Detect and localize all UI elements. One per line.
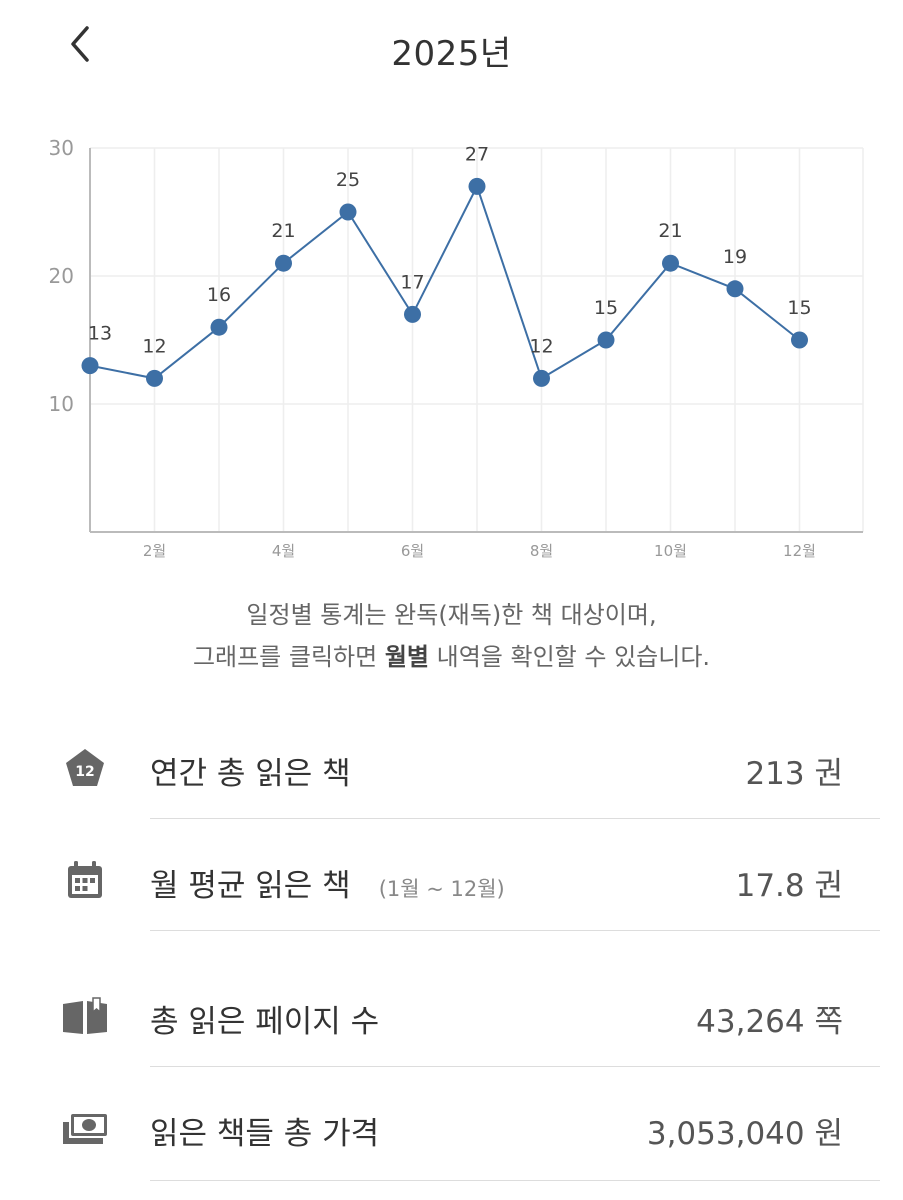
data-label: 16	[207, 284, 231, 306]
notice-line-1: 일정별 통계는 완독(재독)한 책 대상이며,	[246, 601, 657, 629]
data-label: 21	[658, 220, 682, 242]
y-tick-label: 20	[49, 264, 74, 288]
notice-line-2: 그래프를 클릭하면 월별 내역을 확인할 수 있습니다.	[0, 636, 903, 678]
stat-row-total-price: 읽은 책들 총 가격 3,053,040 원	[0, 1072, 903, 1184]
pentagon-badge-icon: 12	[57, 740, 113, 796]
notice-bold-monthly: 월별	[384, 643, 430, 671]
x-tick-label: 2월	[143, 542, 166, 560]
divider	[150, 1180, 880, 1181]
stat-label: 읽은 책들 총 가격	[150, 1116, 380, 1152]
data-label: 12	[529, 335, 553, 357]
data-label: 15	[787, 297, 811, 319]
divider	[150, 1066, 880, 1067]
chart-notice: 일정별 통계는 완독(재독)한 책 대상이며, 그래프를 클릭하면 월별 내역을…	[0, 594, 903, 678]
data-label: 15	[594, 297, 618, 319]
y-tick-label: 10	[49, 392, 74, 416]
data-point	[146, 369, 163, 387]
monthly-reading-chart[interactable]: 10 20 30 2월 4월 6월 8월 10월 12월 13 12 16 21 25 17 27 12 15 21…	[0, 130, 903, 570]
data-point	[339, 203, 357, 221]
stat-value: 3,053,040 원	[646, 1116, 843, 1152]
data-label: 13	[88, 323, 112, 345]
divider	[150, 930, 880, 931]
data-point	[81, 357, 99, 375]
page-title: 2025년	[391, 34, 512, 74]
stat-row-monthly-average: 월 평균 읽은 책 (1월 ~ 12월) 17.8 권	[0, 824, 903, 936]
back-button[interactable]	[50, 14, 110, 74]
data-point	[597, 331, 615, 349]
data-point	[210, 318, 228, 336]
stat-sub-range: (1월 ~ 12월)	[378, 877, 505, 901]
series-line	[89, 183, 801, 380]
data-point	[726, 280, 744, 298]
data-point	[533, 369, 550, 387]
stat-label-text: 월 평균 읽은 책	[150, 868, 351, 904]
data-label: 19	[723, 246, 747, 268]
y-tick-label: 30	[49, 136, 74, 160]
notice-line-2-end: 내역을 확인할 수 있습니다.	[429, 643, 711, 671]
data-point	[275, 254, 292, 272]
data-label: 25	[336, 169, 360, 191]
data-point	[662, 254, 679, 272]
stat-value: 43,264 쪽	[696, 1004, 843, 1040]
stat-value: 17.8 권	[735, 868, 843, 904]
stat-row-yearly-total: 12 연간 총 읽은 책 213 권	[0, 712, 903, 824]
x-tick-label: 6월	[401, 542, 424, 560]
x-tick-label: 12월	[783, 542, 816, 560]
data-point	[404, 305, 421, 323]
data-label: 12	[142, 335, 166, 357]
stat-label: 총 읽은 페이지 수	[150, 1004, 380, 1040]
notice-line-2-start: 그래프를 클릭하면	[192, 643, 385, 671]
badge-number: 12	[75, 764, 94, 780]
divider	[150, 818, 880, 819]
money-icon	[57, 1100, 113, 1156]
data-point	[468, 177, 486, 195]
data-label: 21	[271, 220, 295, 242]
data-point	[791, 331, 808, 349]
data-label: 17	[400, 271, 424, 293]
x-tick-label: 10월	[654, 542, 687, 560]
stat-label: 연간 총 읽은 책	[150, 756, 351, 792]
open-book-icon	[57, 988, 113, 1044]
data-label: 27	[465, 143, 489, 165]
calendar-icon	[57, 852, 113, 908]
x-tick-label: 8월	[530, 542, 553, 560]
header: 2025년	[0, 0, 903, 100]
stat-value: 213 권	[745, 756, 843, 792]
chevron-left-icon	[71, 26, 89, 62]
stat-row-total-pages: 총 읽은 페이지 수 43,264 쪽	[0, 960, 903, 1072]
x-tick-label: 4월	[272, 542, 295, 560]
stat-label: 월 평균 읽은 책 (1월 ~ 12월)	[150, 860, 505, 905]
